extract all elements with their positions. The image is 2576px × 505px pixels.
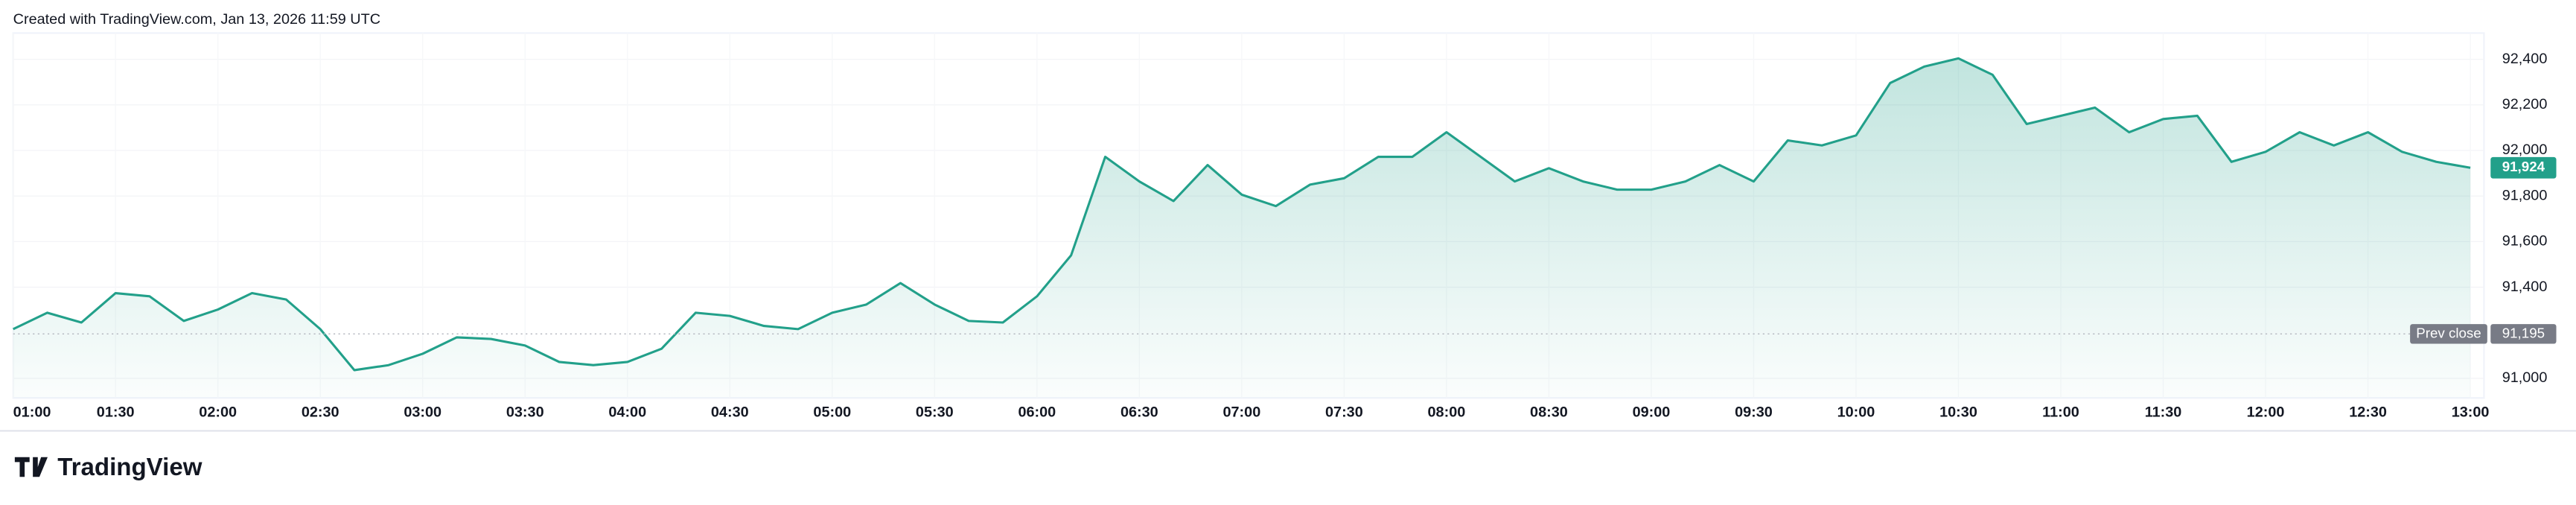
price-line	[12, 57, 2471, 372]
x-tick-label: 04:00	[608, 404, 646, 420]
x-tick-label: 08:00	[1428, 404, 1466, 420]
x-tick-label: 06:00	[1018, 404, 1056, 420]
y-tick-label: 91,600	[2502, 233, 2548, 250]
area-fill	[13, 58, 2471, 398]
x-tick-label: 03:30	[506, 404, 544, 420]
last-price-box	[2490, 156, 2557, 179]
x-tick-label: 07:30	[1325, 404, 1363, 420]
y-tick-label: 91,800	[2502, 187, 2548, 203]
y-tick-label: 91,400	[2502, 279, 2548, 295]
x-tick-label: 12:30	[2349, 404, 2387, 420]
brand-logo: TradingView	[14, 454, 203, 481]
x-tick-label: 08:30	[1530, 404, 1568, 420]
x-tick-label: 06:30	[1120, 404, 1158, 420]
x-tick-label: 05:30	[916, 404, 954, 420]
x-tick-label: 11:30	[2145, 404, 2182, 420]
prev-close-value: 91,195	[2502, 325, 2545, 340]
x-tick-label: 01:30	[97, 404, 135, 420]
x-tick-label: 10:30	[1939, 404, 1977, 420]
x-tick-label: 02:00	[199, 404, 237, 420]
x-tick-label: 09:00	[1633, 404, 1671, 420]
x-tick-label: 12:00	[2247, 404, 2285, 420]
x-tick-label: 10:00	[1837, 404, 1875, 420]
x-tick-label: 04:30	[711, 404, 749, 420]
brand: TradingView	[57, 454, 203, 481]
x-tick-label: 13:00	[2452, 404, 2490, 420]
x-tick-label: 03:00	[404, 404, 441, 420]
prev-close-name: Prev close	[2416, 325, 2481, 340]
x-tick-label: 02:30	[302, 404, 339, 420]
prev-close-name-box	[2410, 324, 2487, 344]
x-tick-label: 07:00	[1222, 404, 1260, 420]
x-tick-label: 09:30	[1735, 404, 1773, 420]
y-tick-label: 91,000	[2502, 369, 2548, 386]
y-tick-label: 92,400	[2502, 51, 2548, 67]
x-tick-label: 01:00	[13, 404, 51, 420]
y-tick-label: 92,000	[2502, 142, 2548, 158]
y-tick-label: 92,200	[2502, 96, 2548, 112]
x-tick-label: 05:00	[813, 404, 851, 420]
last-price-label: 91,924	[2502, 159, 2545, 174]
x-tick-label: 11:00	[2042, 404, 2079, 420]
caption: Created with TradingView.com, Jan 13, 20…	[13, 11, 380, 28]
prev-close-value-box	[2490, 324, 2557, 344]
